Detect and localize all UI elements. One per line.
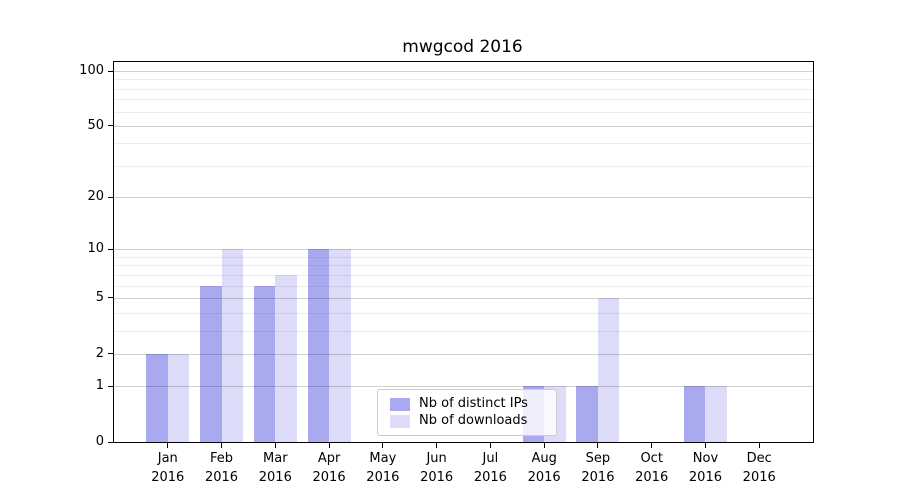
y-tick-0 xyxy=(108,441,113,443)
x-tick-label-feb: Feb 2016 xyxy=(204,451,239,485)
legend-label-distinct-ips: Nb of distinct IPs xyxy=(419,396,528,411)
bar-distinct-ips-apr xyxy=(307,249,330,442)
y-tick-20 xyxy=(108,196,113,198)
bar-downloads-nov xyxy=(705,386,727,442)
bar-distinct-ips-mar xyxy=(253,285,276,442)
bar-distinct-ips-sep xyxy=(576,386,598,442)
y-tick-label-0: 0 xyxy=(95,434,104,449)
y-tick-100 xyxy=(108,70,113,72)
y-tick-label-20: 20 xyxy=(87,189,104,205)
bar-downloads-jan xyxy=(167,353,190,442)
y-tick-label-2: 2 xyxy=(95,345,104,361)
bar-downloads-mar xyxy=(275,274,297,442)
bar-distinct-ips-nov xyxy=(683,386,706,442)
x-tick-feb xyxy=(221,443,223,448)
x-tick-label-mar: Mar 2016 xyxy=(258,451,292,485)
y-tick-label-5: 5 xyxy=(95,289,104,305)
bar-downloads-apr xyxy=(329,249,351,442)
bar-downloads-feb xyxy=(221,249,244,442)
x-tick-jul xyxy=(489,443,491,448)
bar-distinct-ips-feb xyxy=(200,285,222,442)
x-tick-label-may: May 2016 xyxy=(366,451,400,485)
x-tick-label-oct: Oct 2016 xyxy=(635,451,669,485)
bars-layer xyxy=(114,62,813,442)
y-tick-label-10: 10 xyxy=(87,241,104,257)
x-tick-may xyxy=(382,443,384,448)
x-tick-label-sep: Sep 2016 xyxy=(581,451,615,485)
x-tick-label-jan: Jan 2016 xyxy=(151,451,185,485)
x-tick-apr xyxy=(328,443,330,448)
y-tick-50 xyxy=(108,125,113,127)
bar-distinct-ips-jan xyxy=(146,353,168,442)
x-tick-mar xyxy=(274,443,276,448)
y-tick-1 xyxy=(108,385,113,387)
legend-swatch-distinct-ips xyxy=(390,397,410,411)
y-tick-label-50: 50 xyxy=(87,117,104,133)
y-tick-label-1: 1 xyxy=(95,378,104,394)
y-tick-5 xyxy=(108,297,113,299)
x-tick-jun xyxy=(436,443,438,448)
chart-title: mwgcod 2016 xyxy=(402,37,523,57)
x-tick-aug xyxy=(543,443,545,448)
x-tick-label-dec: Dec 2016 xyxy=(742,451,776,485)
plot-area: 0 1 2 5 10 20 50 100 Jan 2016 Feb 2016 Mar 2016 Apr 20… xyxy=(79,61,814,485)
x-tick-dec xyxy=(758,443,760,448)
x-tick-label-aug: Aug 2016 xyxy=(527,451,561,485)
legend: Nb of distinct IPs Nb of downloads xyxy=(377,389,557,436)
x-tick-label-nov: Nov 2016 xyxy=(688,451,722,485)
legend-item-downloads: Nb of downloads xyxy=(390,413,546,429)
x-tick-label-jun: Jun 2016 xyxy=(420,451,454,485)
x-tick-sep xyxy=(597,443,599,448)
y-tick-label-100: 100 xyxy=(79,63,104,78)
x-tick-label-jul: Jul 2016 xyxy=(473,451,507,485)
x-tick-nov xyxy=(704,443,706,448)
legend-item-distinct-ips: Nb of distinct IPs xyxy=(390,396,546,412)
legend-label-downloads: Nb of downloads xyxy=(419,413,528,428)
x-tick-oct xyxy=(651,443,653,448)
y-tick-2 xyxy=(108,353,113,355)
x-tick-label-apr: Apr 2016 xyxy=(312,451,346,485)
bar-downloads-sep xyxy=(597,298,620,442)
y-tick-10 xyxy=(108,248,113,250)
x-tick-jan xyxy=(167,443,169,448)
legend-swatch-downloads xyxy=(390,414,410,428)
